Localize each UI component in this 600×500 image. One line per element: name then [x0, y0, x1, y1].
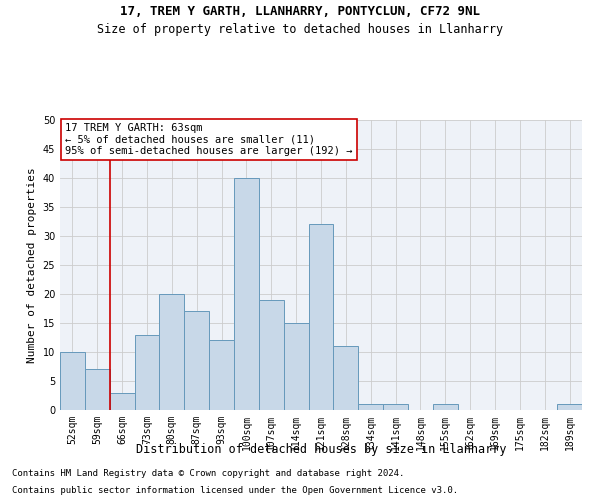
Bar	[284, 323, 308, 410]
Bar	[308, 224, 334, 410]
Bar	[85, 370, 110, 410]
Text: Contains HM Land Registry data © Crown copyright and database right 2024.: Contains HM Land Registry data © Crown c…	[12, 468, 404, 477]
Bar	[160, 294, 184, 410]
Text: Contains public sector information licensed under the Open Government Licence v3: Contains public sector information licen…	[12, 486, 458, 495]
Bar	[383, 404, 408, 410]
Bar	[259, 300, 284, 410]
Bar	[209, 340, 234, 410]
Text: 17 TREM Y GARTH: 63sqm
← 5% of detached houses are smaller (11)
95% of semi-deta: 17 TREM Y GARTH: 63sqm ← 5% of detached …	[65, 123, 353, 156]
Bar	[557, 404, 582, 410]
Bar	[234, 178, 259, 410]
Text: Size of property relative to detached houses in Llanharry: Size of property relative to detached ho…	[97, 22, 503, 36]
Bar	[134, 334, 160, 410]
Bar	[433, 404, 458, 410]
Text: 17, TREM Y GARTH, LLANHARRY, PONTYCLUN, CF72 9NL: 17, TREM Y GARTH, LLANHARRY, PONTYCLUN, …	[120, 5, 480, 18]
Bar	[334, 346, 358, 410]
Bar	[60, 352, 85, 410]
Text: Distribution of detached houses by size in Llanharry: Distribution of detached houses by size …	[136, 442, 506, 456]
Bar	[184, 312, 209, 410]
Bar	[110, 392, 134, 410]
Bar	[358, 404, 383, 410]
Y-axis label: Number of detached properties: Number of detached properties	[27, 167, 37, 363]
